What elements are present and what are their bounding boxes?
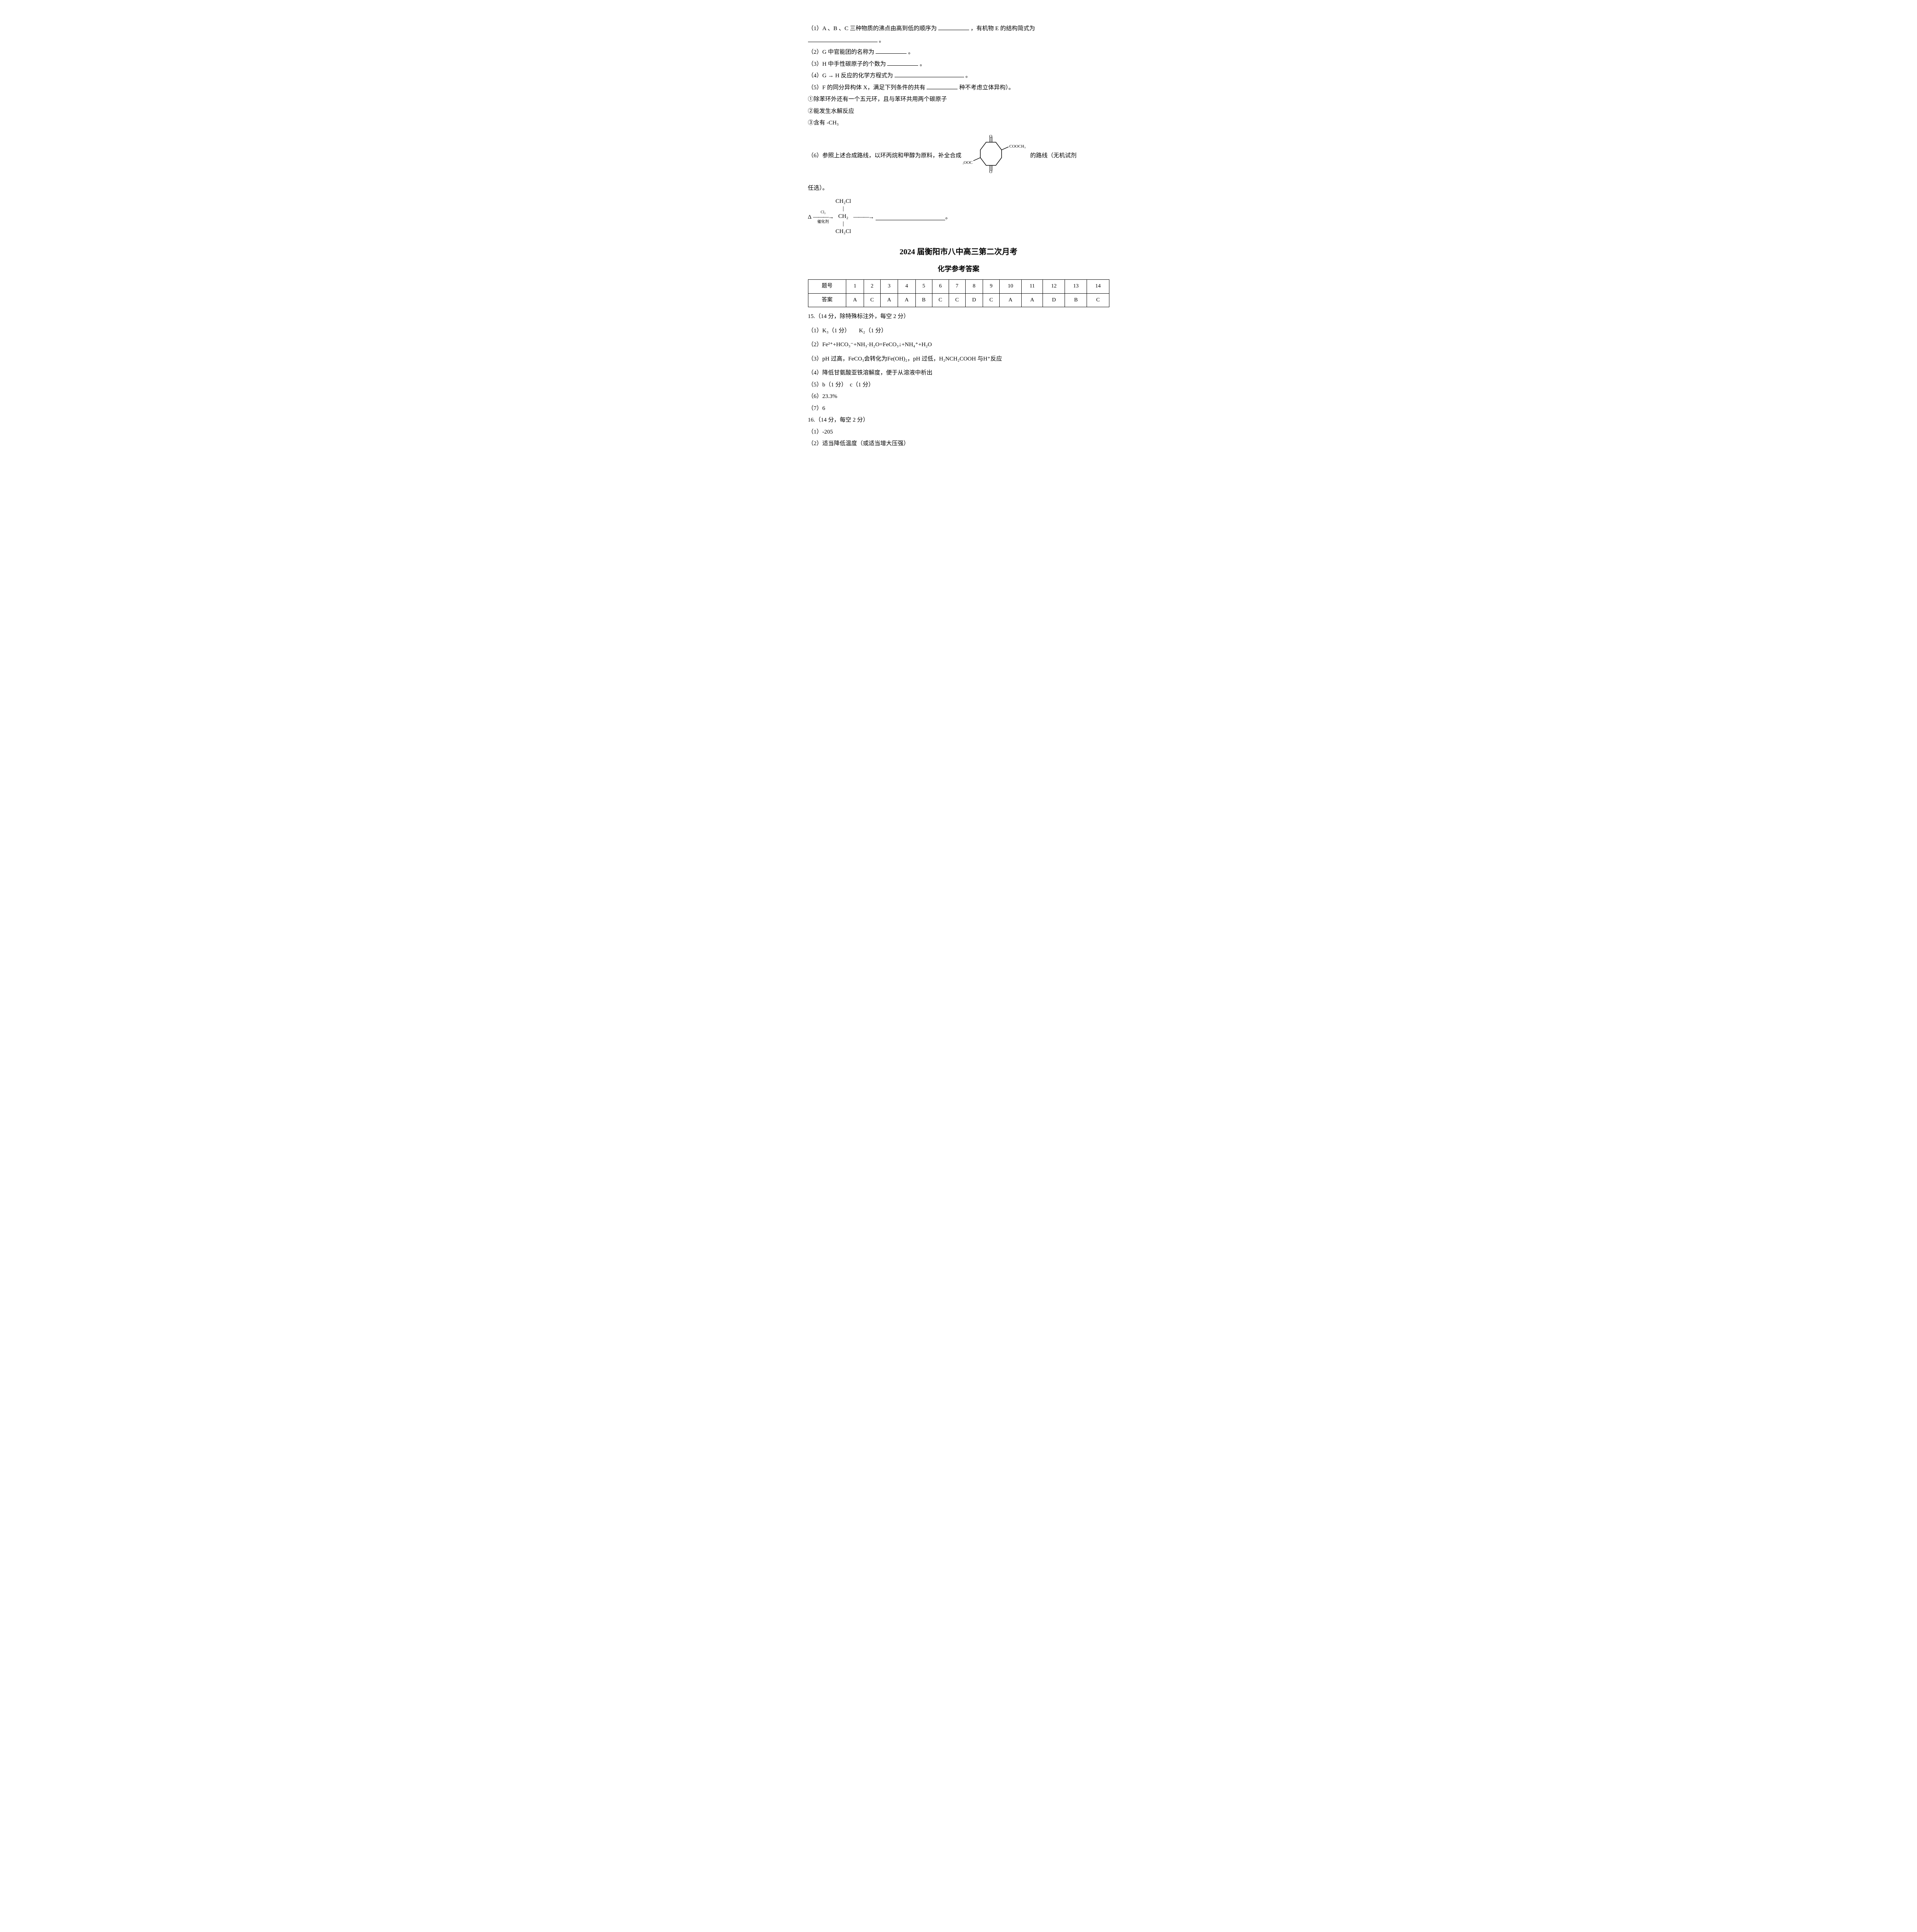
table-cell: A xyxy=(846,293,864,307)
table-cell: 5 xyxy=(915,280,932,294)
table-cell: A xyxy=(898,293,915,307)
table-cell: 11 xyxy=(1021,280,1043,294)
table-cell: B xyxy=(915,293,932,307)
q3-end: 。 xyxy=(920,61,925,67)
question-1: （1）A 、B 、C 三种物质的沸点由高到低的顺序为 ，有机物 E 的结构简式为 xyxy=(808,23,1109,34)
q3-blank xyxy=(887,60,918,66)
table-cell: 9 xyxy=(983,280,999,294)
table-header-row: 题号 1 2 3 4 5 6 7 8 9 10 11 12 13 14 xyxy=(808,280,1109,294)
question-2: （2）G 中官能团的名称为 。 xyxy=(808,47,1109,58)
svg-text:O: O xyxy=(989,134,992,139)
exam-title: 2024 届衡阳市八中高三第二次月考 xyxy=(808,245,1109,259)
question-1b: 。 xyxy=(808,35,1109,46)
answer-16-head: 16.（14 分，每空 2 分） xyxy=(808,415,1109,426)
answer-15-head: 15.（14 分，除特殊标注外，每空 2 分） xyxy=(808,311,1109,322)
q1-prefix: （1）A 、B 、C 三种物质的沸点由高到低的顺序为 xyxy=(808,26,937,32)
table-cell: 12 xyxy=(1043,280,1065,294)
answer-15-3: （3）pH 过高，FeCO₃会转化为Fe(OH)₂，pH 过低，H₂NCH₂CO… xyxy=(808,354,1109,365)
q1-mid: ，有机物 E 的结构简式为 xyxy=(971,26,1035,32)
target-molecule-icon: O O COOCH₃ CH₃OOC xyxy=(963,134,1029,177)
question-5-3: ③含有 -CH₃ xyxy=(808,117,1109,129)
table-cell: 4 xyxy=(898,280,915,294)
table-cell: A xyxy=(880,293,898,307)
reaction-scheme: Δ Cl₂ ———→ 催化剂 CH₂Cl | CH₂ | CH₂Cl ———→ … xyxy=(808,198,1109,237)
table-cell: 14 xyxy=(1087,280,1109,294)
q2-prefix: （2）G 中官能团的名称为 xyxy=(808,49,874,55)
answer-title: 化学参考答案 xyxy=(808,262,1109,276)
table-cell: 8 xyxy=(965,280,983,294)
answer-table: 题号 1 2 3 4 5 6 7 8 9 10 11 12 13 14 答案 A… xyxy=(808,279,1109,307)
question-6-tail: 任选）。 xyxy=(808,183,1109,194)
intermediate-molecule: CH₂Cl | CH₂ | CH₂Cl xyxy=(835,198,851,237)
answer-15-5: （5）b（1 分） c（1 分） xyxy=(808,379,1109,391)
q4-end: 。 xyxy=(965,73,971,79)
table-cell: C xyxy=(864,293,880,307)
answer-15-6: （6）23.3% xyxy=(808,391,1109,402)
table-cell: 2 xyxy=(864,280,880,294)
answer-label: 答案 xyxy=(808,293,846,307)
scheme-end: 。 xyxy=(945,212,951,223)
q2-blank xyxy=(876,48,907,54)
table-cell: 6 xyxy=(932,280,949,294)
table-cell: D xyxy=(1043,293,1065,307)
table-cell: 13 xyxy=(1065,280,1087,294)
table-cell: 3 xyxy=(880,280,898,294)
table-cell: B xyxy=(1065,293,1087,307)
table-cell: A xyxy=(1021,293,1043,307)
arrow-1: Cl₂ ———→ 催化剂 xyxy=(813,211,833,224)
svg-text:COOCH₃: COOCH₃ xyxy=(1009,144,1026,149)
svg-text:O: O xyxy=(989,170,992,173)
q4-blank xyxy=(895,71,964,77)
table-cell: D xyxy=(965,293,983,307)
q5-prefix: （5）F 的同分异构体 X，满足下列条件的共有 xyxy=(808,85,925,91)
q5-blank xyxy=(927,83,958,89)
scheme-blank xyxy=(876,214,945,220)
answer-15-7: （7）6 xyxy=(808,403,1109,414)
q3-prefix: （3）H 中手性碳原子的个数为 xyxy=(808,61,886,67)
q1-end: 。 xyxy=(879,37,885,44)
q2-end: 。 xyxy=(908,49,914,55)
table-cell: 1 xyxy=(846,280,864,294)
table-cell: C xyxy=(949,293,965,307)
answer-16-1: （1）-205 xyxy=(808,427,1109,438)
question-4: （4）G → H 反应的化学方程式为 。 xyxy=(808,70,1109,82)
q1-blank-2 xyxy=(808,36,878,42)
q6-prefix: （6）参照上述合成路线，以环丙烷和甲醇为原料，补全合成 xyxy=(808,150,962,162)
table-cell: A xyxy=(1000,293,1022,307)
q1-blank-1 xyxy=(938,24,969,30)
answer-15-4: （4）降低甘氨酸亚铁溶解度，便于从溶液中析出 xyxy=(808,367,1109,379)
question-5-1: ①除苯环外还有一个五元环，且与苯环共用两个碳原子 xyxy=(808,94,1109,105)
answer-16-2: （2）适当降低温度（或适当增大压强） xyxy=(808,438,1109,449)
q5-end: 种不考虑立体异构）。 xyxy=(959,85,1014,91)
question-5-2: ②能发生水解反应 xyxy=(808,106,1109,117)
table-cell: C xyxy=(932,293,949,307)
delta-symbol: Δ xyxy=(808,212,812,223)
q4-prefix: （4）G → H 反应的化学方程式为 xyxy=(808,73,893,79)
question-6: （6）参照上述合成路线，以环丙烷和甲醇为原料，补全合成 O xyxy=(808,134,1109,177)
question-3: （3）H 中手性碳原子的个数为 。 xyxy=(808,59,1109,70)
question-5: （5）F 的同分异构体 X，满足下列条件的共有 种不考虑立体异构）。 xyxy=(808,82,1109,94)
answer-15-2: （2）Fe²⁺+HCO₃⁻+NH₃·H₂O=FeCO₃↓+NH₄⁺+H₂O xyxy=(808,339,1109,350)
table-cell: C xyxy=(1087,293,1109,307)
table-cell: 7 xyxy=(949,280,965,294)
header-label: 题号 xyxy=(808,280,846,294)
table-cell: 10 xyxy=(1000,280,1022,294)
table-answer-row: 答案 A C A A B C C D C A A D B C xyxy=(808,293,1109,307)
table-cell: C xyxy=(983,293,999,307)
svg-text:CH₃OOC: CH₃OOC xyxy=(963,160,973,165)
arrow-2: ———→ xyxy=(853,212,873,223)
q6-suffix: 的路线（无机试剂 xyxy=(1030,150,1077,162)
answer-15-1: （1）K₃（1 分） K₂（1 分） xyxy=(808,325,1109,337)
